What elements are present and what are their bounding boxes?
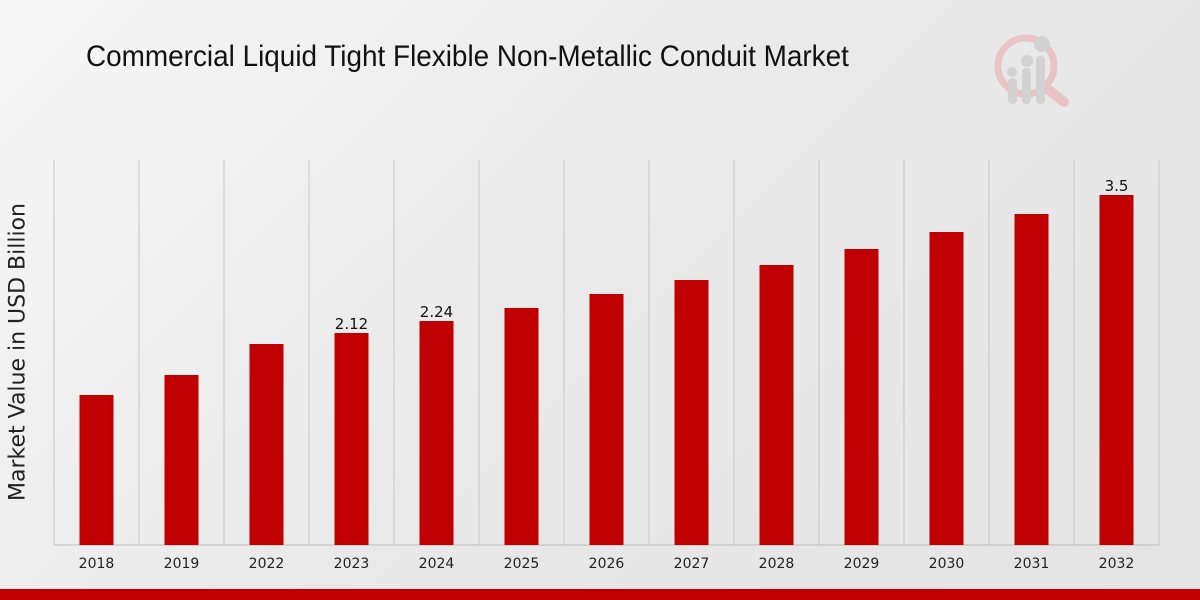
data-label: 3.5 bbox=[1105, 177, 1129, 195]
x-tick-label: 2029 bbox=[844, 556, 880, 572]
x-tick-label: 2018 bbox=[79, 556, 115, 572]
x-tick-label: 2032 bbox=[1099, 556, 1135, 572]
chart-title: Commercial Liquid Tight Flexible Non-Met… bbox=[86, 40, 849, 73]
x-tick-label: 2031 bbox=[1014, 556, 1050, 572]
bar-2031 bbox=[1014, 214, 1049, 545]
bar-2028 bbox=[759, 265, 794, 545]
bar-2019 bbox=[164, 375, 199, 545]
x-tick-label: 2022 bbox=[249, 556, 285, 572]
logo-icon bbox=[994, 34, 1069, 107]
x-tick-label: 2019 bbox=[164, 556, 200, 572]
data-label: 2.12 bbox=[335, 315, 368, 333]
bar-2030 bbox=[929, 232, 964, 545]
bar-2027 bbox=[674, 280, 709, 545]
bar-2029 bbox=[844, 249, 879, 545]
x-tick-label: 2026 bbox=[589, 556, 625, 572]
bar-2022 bbox=[249, 344, 284, 545]
footer-bar bbox=[0, 589, 1200, 600]
bar-2026 bbox=[589, 294, 624, 545]
x-tick-label: 2023 bbox=[334, 556, 370, 572]
x-tick-label: 2030 bbox=[929, 556, 965, 572]
x-tick-label: 2025 bbox=[504, 556, 540, 572]
bar-2032 bbox=[1099, 195, 1134, 545]
data-label: 2.24 bbox=[420, 303, 453, 321]
bar-2023 bbox=[334, 333, 369, 545]
bar-2024 bbox=[419, 321, 454, 545]
x-tick-label: 2027 bbox=[674, 556, 710, 572]
bar-2025 bbox=[504, 308, 539, 545]
x-tick-label: 2024 bbox=[419, 556, 455, 572]
x-tick-label: 2028 bbox=[759, 556, 795, 572]
bar-2018 bbox=[79, 395, 114, 545]
